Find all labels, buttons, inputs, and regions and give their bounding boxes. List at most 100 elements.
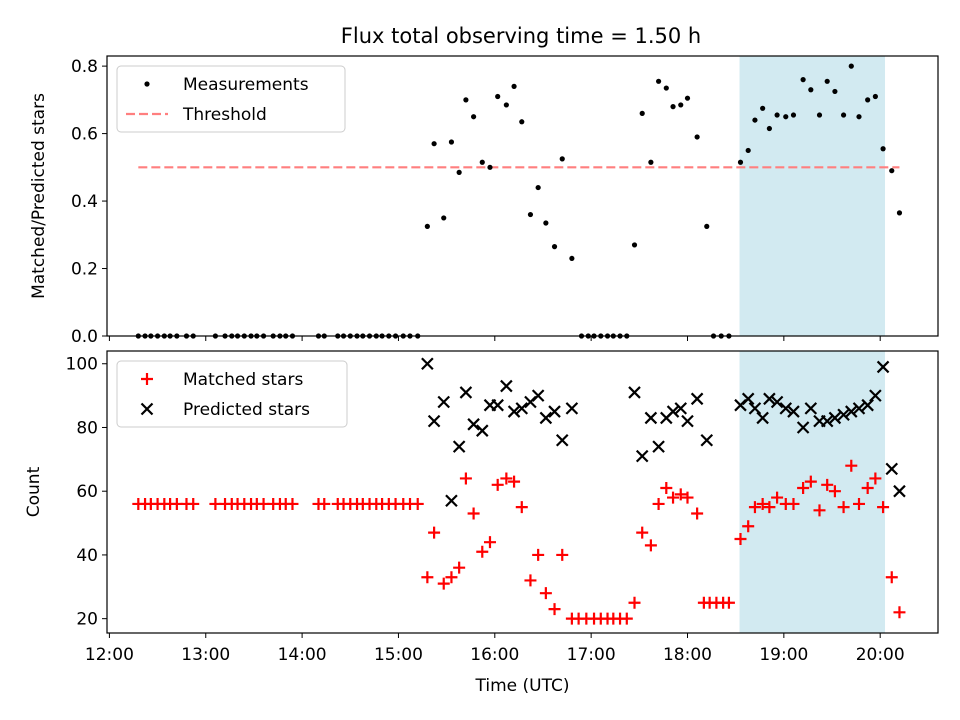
- data-point: [832, 88, 838, 95]
- legend-label: Matched stars: [183, 370, 303, 390]
- data-point: [548, 405, 561, 418]
- axes-frame: [106, 350, 939, 634]
- y-tick-label: 100: [66, 355, 98, 375]
- data-point: [694, 134, 700, 140]
- data-point: [187, 497, 200, 510]
- data-point: [852, 497, 865, 510]
- data-point: [796, 421, 810, 434]
- data-point: [663, 85, 669, 91]
- data-point: [428, 526, 441, 539]
- data-point: [503, 102, 509, 108]
- x-tick-label: 20:00: [856, 645, 905, 665]
- data-point: [456, 169, 462, 175]
- data-point: [459, 386, 473, 399]
- data-point: [635, 449, 649, 463]
- data-point: [631, 242, 638, 248]
- data-point: [500, 379, 513, 393]
- data-point: [885, 462, 899, 476]
- y-axis-label: Matched/Predicted stars: [29, 93, 49, 299]
- data-point: [467, 507, 480, 520]
- highlight-span: [739, 56, 886, 336]
- data-point: [507, 405, 521, 418]
- data-point: [760, 105, 766, 111]
- x-tick-label: 14:00: [278, 645, 327, 665]
- data-point: [869, 389, 882, 402]
- data-point: [804, 402, 818, 415]
- data-point: [565, 402, 579, 415]
- y-tick-label: 0.6: [71, 125, 98, 145]
- data-point: [459, 472, 472, 485]
- data-point: [476, 545, 489, 558]
- data-point: [479, 159, 485, 165]
- data-point: [742, 520, 755, 533]
- data-point: [681, 414, 694, 428]
- data-point: [763, 392, 776, 406]
- data-point: [704, 223, 710, 229]
- x-tick-label: 15:00: [374, 645, 423, 665]
- data-point: [411, 497, 424, 510]
- data-point: [636, 526, 649, 539]
- data-point: [722, 596, 735, 609]
- highlight-span: [739, 351, 886, 633]
- legend-marker-swatch: [140, 402, 154, 416]
- x-tick-label: 16:00: [470, 645, 519, 665]
- data-point: [816, 112, 823, 118]
- data-point: [869, 472, 882, 485]
- y-axis-label: Count: [24, 466, 44, 517]
- data-point: [453, 561, 466, 574]
- data-point: [515, 501, 528, 514]
- data-point: [770, 395, 784, 409]
- data-point: [421, 357, 434, 371]
- data-point: [463, 97, 469, 103]
- data-point: [684, 95, 691, 101]
- series-matched-stars: [132, 459, 906, 625]
- data-point: [500, 472, 513, 485]
- x-tick-label: 13:00: [181, 645, 230, 665]
- data-point: [856, 114, 862, 120]
- ratio-panel: 0.0 0.2 0.4 0.6 0.8 Matched/Predicted stars Me…: [29, 55, 939, 347]
- data-point: [548, 603, 561, 616]
- data-point: [828, 411, 842, 425]
- data-point: [779, 402, 793, 415]
- data-point: [700, 433, 714, 447]
- data-point: [445, 494, 458, 508]
- data-point: [487, 164, 493, 170]
- legend-box: [116, 65, 346, 133]
- data-point: [766, 125, 772, 132]
- data-point: [431, 141, 437, 147]
- data-point: [555, 433, 569, 447]
- data-point: [491, 398, 504, 412]
- data-point: [885, 571, 898, 584]
- series-predicted-stars: [421, 357, 906, 508]
- data-point: [745, 147, 751, 154]
- data-point: [427, 414, 441, 428]
- data-point: [424, 223, 430, 229]
- data-point: [660, 482, 673, 495]
- data-point: [783, 114, 789, 120]
- data-point: [666, 405, 680, 418]
- data-point: [872, 93, 878, 100]
- data-point: [539, 411, 553, 425]
- y-tick-label: 0.8: [71, 57, 98, 77]
- series-measurements: [135, 63, 903, 339]
- data-point: [652, 440, 665, 453]
- y-tick-label: 0.2: [71, 260, 98, 280]
- legend-label: Measurements: [183, 75, 309, 95]
- data-point: [820, 414, 834, 428]
- data-point: [813, 504, 826, 517]
- data-point: [467, 418, 480, 431]
- y-tick-label: 80: [76, 418, 98, 438]
- data-point: [787, 497, 800, 510]
- data-point: [896, 210, 903, 216]
- data-point: [471, 114, 477, 120]
- data-point: [491, 478, 504, 491]
- legend-marker-swatch: [141, 373, 153, 385]
- x-tick-label: 12:00: [85, 645, 134, 665]
- data-point: [674, 488, 687, 501]
- y-tick-label: 60: [76, 482, 98, 502]
- data-point: [437, 577, 450, 590]
- data-point: [508, 475, 521, 488]
- data-point: [543, 220, 549, 226]
- data-point: [652, 497, 665, 510]
